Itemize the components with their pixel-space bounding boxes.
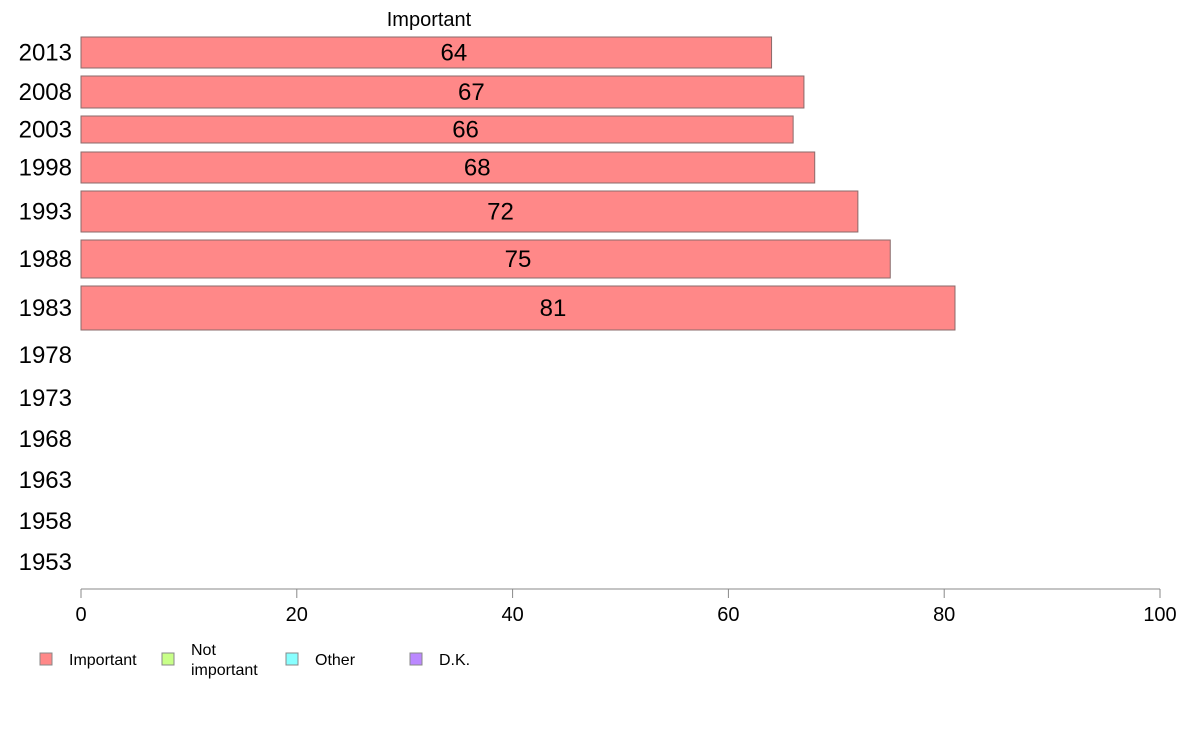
data-label-1983: 81: [540, 295, 567, 322]
data-label-2013: 64: [441, 40, 468, 67]
category-label-1963: 1963: [19, 467, 72, 494]
data-label-2003: 66: [452, 117, 479, 144]
category-label-2003: 2003: [19, 117, 72, 144]
legend-swatch-2: [285, 652, 299, 666]
bar-important-1983: [80, 285, 956, 331]
data-label-1998: 68: [464, 155, 491, 182]
data-label-1993: 72: [487, 199, 514, 226]
category-label-2013: 2013: [19, 40, 72, 67]
x-tick-label-20: 20: [286, 604, 308, 626]
legend-swatch-1: [161, 652, 175, 666]
bar-important-1988: [80, 239, 891, 279]
x-tick-label-80: 80: [933, 604, 955, 626]
x-tick-label-40: 40: [501, 604, 523, 626]
x-tick-label-100: 100: [1143, 604, 1176, 626]
legend: Important Not important Other D.K.: [39, 642, 470, 679]
legend-label-1-line-1: important: [191, 662, 258, 679]
bar-important-1993: [80, 190, 859, 233]
category-label-1958: 1958: [19, 508, 72, 535]
category-labels: 2013 2008 2003 1998 1993 1988 1983 1978 1973 1968…: [19, 40, 72, 577]
legend-swatch-0: [39, 652, 53, 666]
bar-important-2013: [80, 36, 773, 69]
column-header: Important: [387, 9, 472, 31]
category-label-1953: 1953: [19, 549, 72, 576]
data-label-1988: 75: [505, 246, 532, 273]
bar-important-2008: [80, 75, 805, 109]
category-label-1973: 1973: [19, 385, 72, 412]
data-label-2008: 67: [458, 79, 485, 106]
category-label-1968: 1968: [19, 426, 72, 453]
bar-important-2003: [80, 115, 794, 144]
x-tick-label-0: 0: [75, 604, 86, 626]
x-axis: 0 20 40 60 80 100: [75, 588, 1177, 626]
x-tick-label-60: 60: [717, 604, 739, 626]
category-label-2008: 2008: [19, 79, 72, 106]
category-label-1978: 1978: [19, 342, 72, 369]
category-label-1998: 1998: [19, 155, 72, 182]
legend-swatch-3: [409, 652, 423, 666]
bars-group: 64 67 66 68 72 75 81: [80, 36, 956, 331]
category-label-1983: 1983: [19, 295, 72, 322]
legend-label-0: Important: [69, 652, 137, 669]
legend-label-2: Other: [315, 652, 356, 669]
legend-label-1-line-0: Not: [191, 642, 216, 659]
bar-important-1998: [80, 151, 816, 184]
category-label-1993: 1993: [19, 199, 72, 226]
category-label-1988: 1988: [19, 246, 72, 273]
legend-label-3: D.K.: [439, 652, 470, 669]
